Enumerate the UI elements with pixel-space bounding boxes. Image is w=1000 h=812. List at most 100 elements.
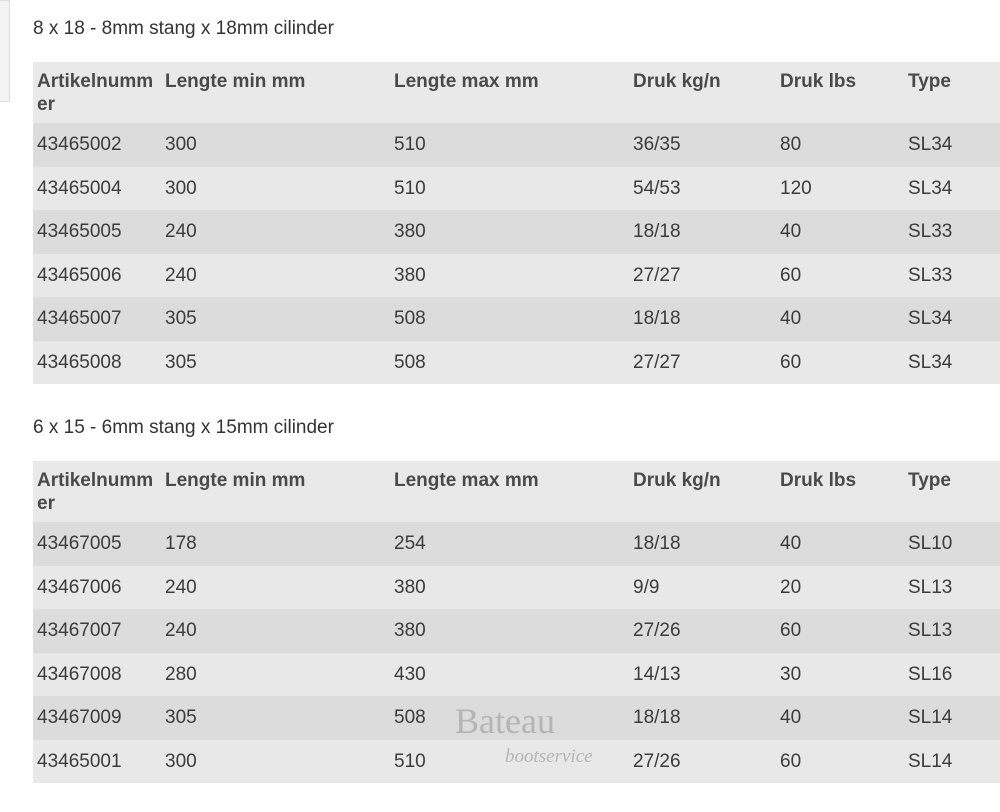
table-cell: 380 <box>394 221 426 242</box>
table-cell: 508 <box>394 351 426 373</box>
table-cell: 60 <box>780 351 802 373</box>
table-cell: 27/27 <box>633 351 681 373</box>
table-cell: 18/18 <box>633 533 681 554</box>
table-cell: SL33 <box>908 221 953 242</box>
column-header: Type <box>908 71 951 92</box>
table-cell: SL34 <box>908 308 953 329</box>
table-cell: 305 <box>165 308 197 329</box>
table-row: 43465004 300 510 54/53 120 SL34 <box>33 166 1000 210</box>
table-cell: 27/26 <box>633 750 681 772</box>
table-cell: 254 <box>394 533 426 554</box>
table-cell: SL34 <box>908 134 953 155</box>
table-cell: 120 <box>780 177 812 199</box>
table-cell: 18/18 <box>633 707 681 728</box>
sidebar-edge <box>0 0 10 102</box>
table-cell: 43467007 <box>37 620 122 641</box>
column-header: Artikelnummer <box>37 470 154 514</box>
table-cell: 27/27 <box>633 264 681 286</box>
section-title: 6 x 15 - 6mm stang x 15mm cilinder <box>33 417 334 438</box>
table-cell: 43467006 <box>37 576 122 598</box>
table-cell: 300 <box>165 134 197 155</box>
table-cell: 18/18 <box>633 308 681 329</box>
table-cell: 40 <box>780 707 802 728</box>
table-cell: 508 <box>394 707 426 728</box>
column-header: Lengte max mm <box>394 71 539 92</box>
table-cell: 280 <box>165 663 197 685</box>
table-cell: 14/13 <box>633 663 681 685</box>
table-row: 43467005 178 254 18/18 40 SL10 <box>33 522 1000 566</box>
table-cell: 430 <box>394 663 426 685</box>
table-row: 43465007 305 508 18/18 40 SL34 <box>33 297 1000 341</box>
table-cell: SL14 <box>908 750 953 772</box>
table-cell: SL13 <box>908 576 953 598</box>
table-cell: 380 <box>394 576 426 598</box>
table-cell: 43465002 <box>37 134 122 155</box>
table-row: 43465006 240 380 27/27 60 SL33 <box>33 253 1000 297</box>
column-header: Druk kg/n <box>633 470 721 491</box>
table-cell: 60 <box>780 264 802 286</box>
table-cell: 380 <box>394 620 426 641</box>
table-row: 43465005 240 380 18/18 40 SL33 <box>33 210 1000 254</box>
table-cell: SL34 <box>908 177 953 199</box>
table-cell: SL13 <box>908 620 953 641</box>
table-cell: 60 <box>780 750 802 772</box>
table-cell: 240 <box>165 264 197 286</box>
column-header: Type <box>908 470 951 491</box>
table-cell: SL10 <box>908 533 953 554</box>
table-cell: SL33 <box>908 264 953 286</box>
table-cell: 43467009 <box>37 707 122 728</box>
table-cell: SL34 <box>908 351 953 373</box>
table-cell: 43465008 <box>37 351 122 373</box>
table-cell: 43467008 <box>37 663 122 685</box>
column-header: Lengte min mm <box>165 71 306 92</box>
table-cell: 305 <box>165 351 197 373</box>
table-cell: 27/26 <box>633 620 681 641</box>
column-header: Druk lbs <box>780 470 857 491</box>
table-cell: 80 <box>780 134 802 155</box>
table-cell: 240 <box>165 221 197 242</box>
column-header: Druk kg/n <box>633 71 721 92</box>
table-cell: SL14 <box>908 707 953 728</box>
table-row: 43465001 300 510 27/26 60 SL14 <box>33 739 1000 783</box>
section-title: 8 x 18 - 8mm stang x 18mm cilinder <box>33 18 334 39</box>
table-cell: 178 <box>165 533 197 554</box>
table-cell: 240 <box>165 576 197 598</box>
table-cell: 300 <box>165 177 197 199</box>
spec-table: Artikelnummer Lengte min mm Lengte max mm D… <box>33 461 1000 783</box>
table-cell: 40 <box>780 308 802 329</box>
table-cell: 380 <box>394 264 426 286</box>
table-cell: 43465007 <box>37 308 122 329</box>
table-row: 43465002 300 510 36/35 80 SL34 <box>33 123 1000 167</box>
table-cell: 43465001 <box>37 750 122 772</box>
table-cell: 60 <box>780 620 802 641</box>
table-cell: 18/18 <box>633 221 681 242</box>
table-cell: 508 <box>394 308 426 329</box>
table-row: 43467007 240 380 27/26 60 SL13 <box>33 609 1000 653</box>
table-cell: 510 <box>394 750 426 772</box>
table-cell: 20 <box>780 576 802 598</box>
column-header: Lengte max mm <box>394 470 539 491</box>
table-cell: 300 <box>165 750 197 772</box>
table-row: 43467009 305 508 18/18 40 SL14 <box>33 696 1000 740</box>
table-row: 43465008 305 508 27/27 60 SL34 <box>33 340 1000 384</box>
table-cell: 240 <box>165 620 197 641</box>
table-header-row: Artikelnummer Lengte min mm Lengte max mm D… <box>33 461 1000 522</box>
table-row: 43467006 240 380 9/9 20 SL13 <box>33 565 1000 609</box>
table-cell: 510 <box>394 134 426 155</box>
table-header-row: Artikelnummer Lengte min mm Lengte max mm D… <box>33 62 1000 123</box>
table-cell: 43467005 <box>37 533 122 554</box>
table-cell: 43465004 <box>37 177 122 199</box>
spec-table: Artikelnummer Lengte min mm Lengte max mm D… <box>33 62 1000 384</box>
table-cell: 43465006 <box>37 264 122 286</box>
column-header: Artikelnummer <box>37 71 154 115</box>
table-cell: 54/53 <box>633 177 681 199</box>
table-cell: 40 <box>780 533 802 554</box>
table-cell: 9/9 <box>633 576 660 598</box>
table-cell: 510 <box>394 177 426 199</box>
table-cell: SL16 <box>908 663 953 685</box>
table-cell: 40 <box>780 221 802 242</box>
table-cell: 30 <box>780 663 802 685</box>
table-cell: 36/35 <box>633 134 681 155</box>
table-row: 43467008 280 430 14/13 30 SL16 <box>33 652 1000 696</box>
column-header: Druk lbs <box>780 71 857 92</box>
